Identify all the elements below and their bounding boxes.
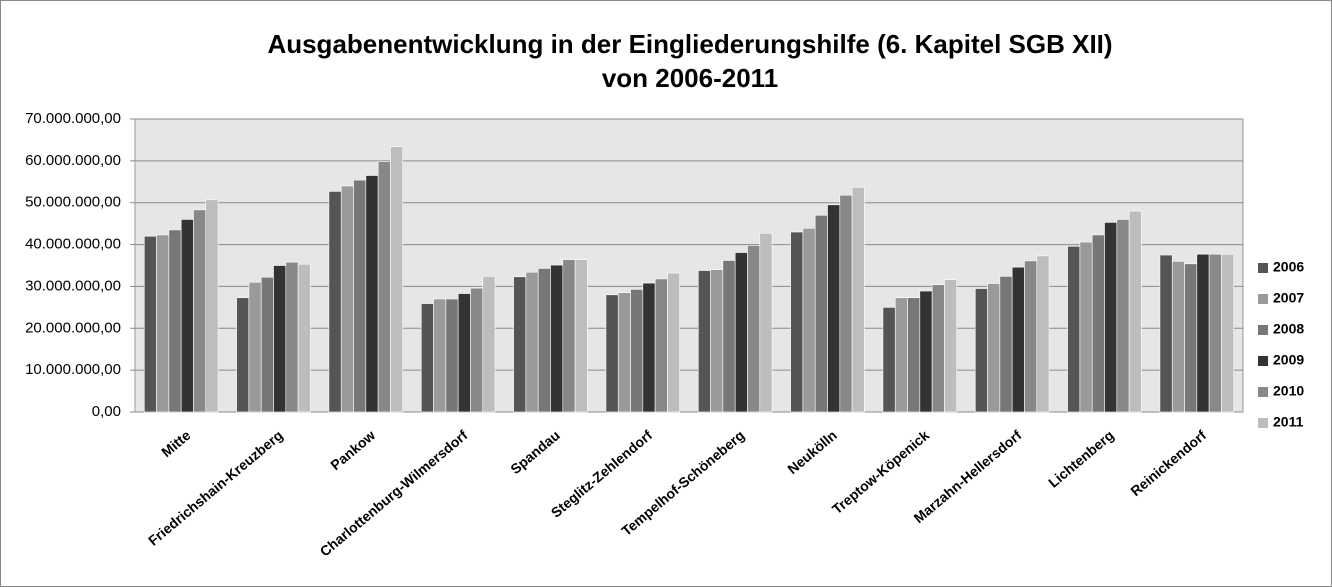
bar (1011, 266, 1025, 413)
bar (907, 297, 921, 413)
bar (340, 185, 354, 413)
y-tick-label: 20.000.000,00 (25, 319, 121, 336)
bar (574, 259, 588, 413)
bar (931, 284, 945, 413)
bar (1159, 254, 1173, 413)
plot-area (134, 118, 1244, 413)
bar (759, 232, 773, 413)
bar (734, 252, 748, 413)
bar (630, 289, 644, 413)
bar (642, 282, 656, 413)
bar (297, 263, 311, 413)
bar (710, 269, 724, 413)
bar (433, 298, 447, 413)
legend-swatch (1258, 418, 1268, 428)
bar (802, 227, 816, 413)
bar (827, 204, 841, 413)
bar (987, 283, 1001, 413)
bar (248, 281, 262, 413)
bar (193, 209, 207, 413)
legend-label: 2007 (1273, 290, 1304, 306)
bar (617, 292, 631, 413)
y-tick-label: 0,00 (92, 403, 121, 420)
legend-swatch (1258, 387, 1268, 397)
legend-label: 2008 (1273, 321, 1304, 337)
bar (156, 234, 170, 413)
y-tick-label: 70.000.000,00 (25, 110, 121, 127)
bar (236, 297, 250, 413)
bar (839, 194, 853, 413)
bar (1116, 219, 1130, 413)
chart-title: Ausgabenentwicklung in der Eingliederung… (267, 29, 1112, 59)
y-tick-label: 60.000.000,00 (25, 152, 121, 169)
bar (722, 260, 736, 413)
bar (1036, 255, 1050, 413)
bar (1104, 222, 1118, 413)
bar (537, 268, 551, 413)
bar (420, 303, 434, 413)
bar (273, 265, 287, 413)
bar (1221, 253, 1235, 413)
bar (205, 199, 219, 413)
bar (482, 276, 496, 413)
y-tick-label: 50.000.000,00 (25, 194, 121, 211)
bar (168, 229, 182, 413)
bar (1024, 260, 1038, 413)
bar (790, 231, 804, 413)
bar (457, 293, 471, 413)
bar (697, 270, 711, 413)
bar (353, 179, 367, 413)
legend-swatch (1258, 325, 1268, 335)
legend-label: 2011 (1273, 414, 1304, 430)
bar (605, 294, 619, 413)
bar (260, 276, 274, 413)
legend-swatch (1258, 356, 1268, 366)
bar (974, 288, 988, 413)
bar (328, 191, 342, 413)
bar (470, 287, 484, 413)
bar (1079, 241, 1093, 413)
bar (1067, 245, 1081, 413)
y-tick-label: 30.000.000,00 (25, 277, 121, 294)
bar (919, 290, 933, 413)
bar (550, 264, 564, 413)
bar (377, 161, 391, 413)
bar (882, 307, 896, 413)
bar (525, 271, 539, 413)
bar (562, 259, 576, 413)
bar (365, 175, 379, 413)
bar (390, 146, 404, 413)
bar (1196, 253, 1210, 413)
bar (747, 245, 761, 413)
bar (851, 186, 865, 413)
bar (1091, 234, 1105, 413)
bar (667, 272, 681, 413)
bar (894, 297, 908, 413)
bar (180, 219, 194, 413)
bar (1208, 253, 1222, 413)
bar (1128, 210, 1142, 413)
bar (944, 279, 958, 413)
bar (1171, 261, 1185, 413)
legend-label: 2010 (1273, 383, 1304, 399)
y-tick-label: 10.000.000,00 (25, 361, 121, 378)
bar (445, 298, 459, 413)
bar (143, 235, 157, 413)
bar (814, 214, 828, 413)
y-tick-label: 40.000.000,00 (25, 236, 121, 253)
bar (285, 261, 299, 413)
bar (513, 276, 527, 413)
chart-title: von 2006-2011 (602, 63, 778, 93)
bar (1184, 263, 1198, 413)
legend-label: 2009 (1273, 352, 1304, 368)
bar (654, 278, 668, 413)
legend-swatch (1258, 294, 1268, 304)
bar (999, 276, 1013, 413)
legend-label: 2006 (1273, 259, 1304, 275)
legend-swatch (1258, 263, 1268, 273)
